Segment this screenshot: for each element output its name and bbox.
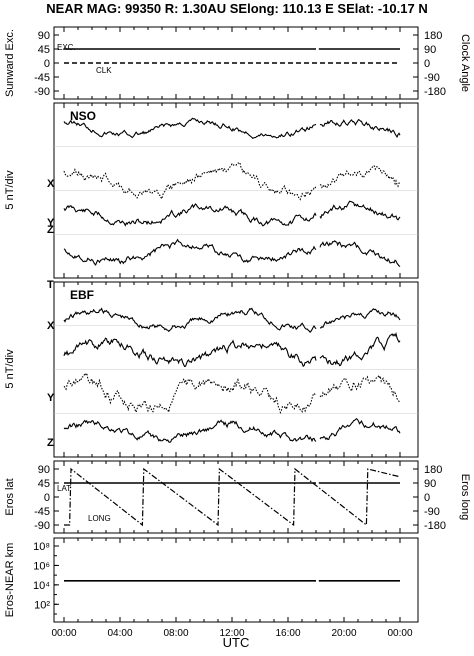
distance-y-tick-label: 10⁴ — [33, 580, 50, 592]
eros-lat-y-tick-label: 0 — [44, 492, 50, 504]
nso-marker-y: Y — [47, 217, 55, 229]
ebf-ylabel: 5 nT/div — [4, 349, 16, 389]
x-tick-label: 08:00 — [163, 628, 188, 639]
eros-lat-y-tick-label: 90 — [38, 464, 50, 476]
eros-long-ylabel: Eros long — [459, 474, 471, 520]
ebf-z-trace — [63, 417, 401, 443]
x-axis-label: UTC — [223, 635, 250, 650]
sunward-ylabel: Sunward Exc. — [4, 29, 16, 97]
ebf-marker-x: X — [47, 320, 55, 332]
x-tick-label: 04:00 — [107, 628, 132, 639]
nso-panel-label: NSO — [70, 109, 96, 123]
eros-long-y-tick-label: -180 — [424, 520, 446, 532]
x-tick-label: 16:00 — [275, 628, 300, 639]
eros-lat-y-tick-label: -45 — [34, 506, 50, 518]
clk-series-label: CLK — [96, 66, 112, 75]
clock-y-tick-label: 0 — [424, 58, 430, 70]
sunward-y-tick-label: -45 — [34, 72, 50, 84]
lat-series-label: LAT — [57, 484, 71, 493]
eros-lat-ylabel: Eros lat — [4, 478, 16, 515]
x-tick-label: 00:00 — [51, 628, 76, 639]
sunward-y-tick-label: 90 — [38, 30, 50, 42]
clock-y-tick-label: -180 — [424, 86, 446, 98]
clock-y-tick-label: -90 — [424, 72, 440, 84]
nso-z-trace — [63, 238, 401, 268]
eros-long-y-tick-label: 90 — [424, 478, 436, 490]
ebf-x-trace — [63, 331, 401, 368]
distance-panel-frame — [53, 537, 419, 623]
nso-ylabel: 5 nT/div — [4, 170, 16, 210]
distance-y-tick-label: 10² — [34, 599, 50, 611]
chart-marks: 90450-45-90180900-90-180XYZTXYZ90450-45-… — [33, 27, 446, 639]
x-tick-label: 12:00 — [219, 628, 244, 639]
ebf-t-trace — [63, 307, 401, 333]
eros-long-y-tick-label: 180 — [424, 464, 442, 476]
x-tick-label: 20:00 — [331, 628, 356, 639]
eros-lat-y-tick-label: -90 — [34, 520, 50, 532]
eros-long-y-tick-label: -90 — [424, 506, 440, 518]
sunward-y-tick-label: 0 — [44, 58, 50, 70]
nso-y-trace — [63, 161, 400, 201]
clock-y-tick-label: 180 — [424, 30, 442, 42]
clock-y-tick-label: 90 — [424, 44, 436, 56]
ebf-marker-y: Y — [47, 392, 55, 404]
distance-y-tick-label: 10⁶ — [33, 560, 50, 572]
distance-y-tick-label: 10⁸ — [33, 541, 50, 553]
sunward-y-tick-label: 45 — [38, 44, 50, 56]
plot-title: NEAR MAG: 99350 R: 1.30AU SElong: 110.13… — [46, 1, 428, 16]
eros-long-y-tick-label: 0 — [424, 492, 430, 504]
long-series-line — [64, 467, 401, 527]
nso-x-trace — [63, 200, 401, 227]
nso-marker-x: X — [47, 178, 55, 190]
ebf-panel-label: EBF — [70, 288, 94, 302]
sunward-y-tick-label: -90 — [34, 86, 50, 98]
eros-lat-y-tick-label: 45 — [38, 478, 50, 490]
distance-ylabel: Eros-NEAR km — [4, 543, 16, 618]
x-tick-label: 00:00 — [387, 628, 412, 639]
ebf-marker-t: T — [47, 279, 54, 291]
nso-marker-z: Z — [47, 224, 54, 236]
nso-nso-trace — [63, 117, 401, 139]
ebf-marker-z: Z — [47, 437, 54, 449]
ebf-y-trace — [63, 371, 401, 414]
exc-series-label: EXC. — [57, 43, 76, 52]
clock-angle-ylabel: Clock Angle — [459, 34, 471, 92]
long-series-label: LONG — [88, 514, 111, 523]
